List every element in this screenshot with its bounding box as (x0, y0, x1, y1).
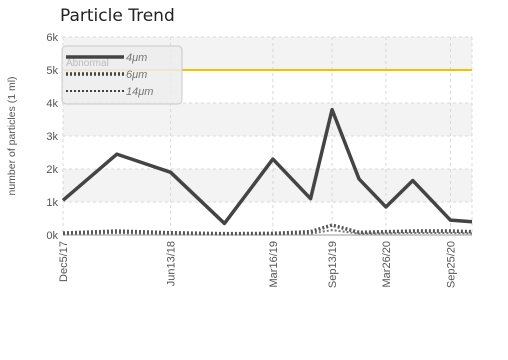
x-tick-label: Sep25/20 (445, 241, 457, 288)
legend-entry-label: 14μm (126, 86, 153, 98)
legend-faded-label: Abnormal (66, 58, 109, 69)
legend-entry-label: 6μm (126, 69, 147, 81)
y-tick-label: 4k (46, 98, 58, 110)
series-line-0 (61, 107, 473, 226)
background-band (63, 169, 472, 202)
y-tick-label: 3k (46, 131, 58, 143)
y-axis-ticks: 0k 1k 2k 3k 4k 5k 6k (46, 32, 58, 242)
y-tick-label: 0k (46, 230, 58, 242)
y-tick-label: 2k (46, 164, 58, 176)
series-line-1 (62, 223, 473, 236)
x-tick-label: Dec5/17 (58, 241, 70, 282)
y-tick-label: 1k (46, 197, 58, 209)
series-line-2 (62, 229, 473, 236)
y-axis-label: number of particles (1 ml) (6, 76, 18, 195)
legend[interactable]: Abnormal 4μm 6μm 14μm (61, 45, 183, 105)
x-tick-label: Sep13/19 (327, 241, 339, 288)
background-band (63, 103, 472, 136)
y-tick-label: 6k (46, 32, 58, 44)
x-axis-ticks: Dec5/17 Jun13/18 Mar16/19 Sep13/19 Mar26/20 S… (58, 241, 457, 288)
legend-entry-label: 4μm (126, 52, 147, 64)
series-lines (61, 107, 473, 236)
x-tick-label: Mar16/19 (268, 241, 280, 287)
y-tick-label: 5k (46, 65, 58, 77)
x-tick-label: Jun13/18 (166, 241, 178, 286)
x-tick-label: Mar26/20 (381, 241, 393, 287)
chart-title: Particle Trend (60, 6, 175, 26)
